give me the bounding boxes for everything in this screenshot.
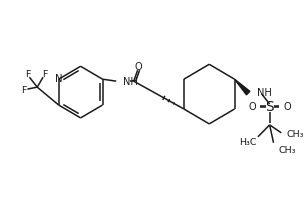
Text: F: F xyxy=(25,70,30,79)
Text: F: F xyxy=(42,70,48,79)
Text: NH: NH xyxy=(123,77,138,87)
Polygon shape xyxy=(235,79,250,95)
Text: N: N xyxy=(55,74,63,84)
Text: O: O xyxy=(283,102,291,112)
Text: CH₃: CH₃ xyxy=(286,130,304,139)
Text: S: S xyxy=(265,100,274,114)
Text: NH: NH xyxy=(257,88,272,98)
Text: O: O xyxy=(135,62,142,72)
Text: H₃C: H₃C xyxy=(239,138,257,147)
Text: F: F xyxy=(21,86,26,95)
Text: CH₃: CH₃ xyxy=(278,146,296,155)
Text: O: O xyxy=(248,102,256,112)
